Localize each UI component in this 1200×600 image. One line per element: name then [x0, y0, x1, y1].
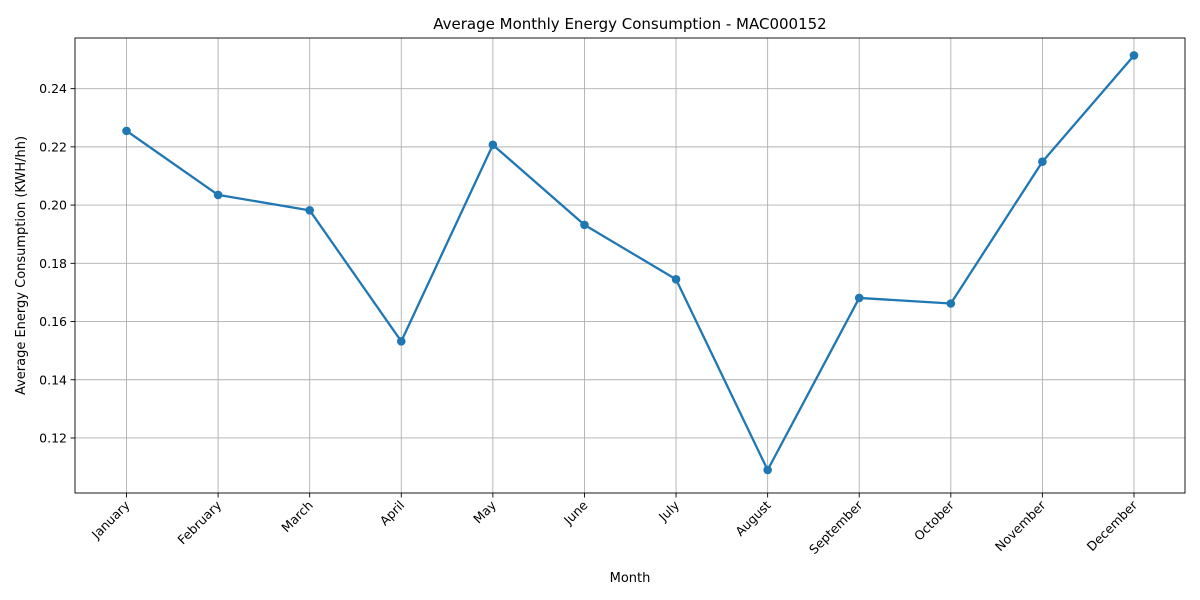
data-point — [122, 126, 131, 136]
data-point — [1038, 157, 1047, 167]
data-point — [213, 190, 223, 200]
x-axis-label: Month — [610, 571, 651, 586]
data-point — [854, 293, 864, 303]
data-point — [488, 140, 498, 150]
x-tick-label: August — [732, 497, 774, 539]
x-tick-label: October — [911, 497, 958, 544]
y-tick-label: 0.12 — [39, 430, 67, 445]
y-tick-label: 0.20 — [39, 198, 67, 213]
series-line — [125, 54, 1136, 472]
x-tick-label: April — [377, 498, 408, 529]
x-tick-label: June — [560, 497, 591, 528]
plot-frame — [74, 37, 1186, 494]
y-tick-label: 0.24 — [39, 81, 67, 96]
data-point — [671, 275, 681, 284]
chart-title: Average Monthly Energy Consumption - MAC… — [433, 15, 826, 33]
data-point — [396, 337, 406, 346]
series-layer — [122, 51, 1139, 475]
grid-layer — [75, 38, 1185, 493]
y-tick-label: 0.16 — [39, 314, 67, 329]
x-tick-label: May — [470, 497, 499, 526]
data-point — [305, 206, 314, 215]
y-axis-label: Average Energy Consumption (KWH/hh) — [14, 136, 29, 395]
data-point — [1129, 51, 1139, 60]
x-axis: January February March April May June July Augu… — [88, 493, 1141, 557]
data-point — [580, 220, 589, 230]
x-tick-label: December — [1084, 497, 1141, 554]
x-tick-label: January — [88, 497, 133, 542]
data-point — [946, 299, 956, 308]
x-tick-label: February — [174, 497, 224, 547]
y-tick-label: 0.14 — [39, 372, 67, 387]
x-tick-label: September — [806, 497, 866, 557]
y-axis: 0.12 0.14 0.16 0.18 0.20 0.22 0.24 — [39, 81, 75, 445]
y-tick-label: 0.18 — [39, 256, 67, 271]
x-tick-label: March — [278, 498, 316, 536]
x-tick-label: July — [655, 497, 683, 525]
data-point — [763, 465, 772, 475]
y-tick-label: 0.22 — [39, 139, 67, 154]
x-tick-label: November — [992, 497, 1049, 554]
